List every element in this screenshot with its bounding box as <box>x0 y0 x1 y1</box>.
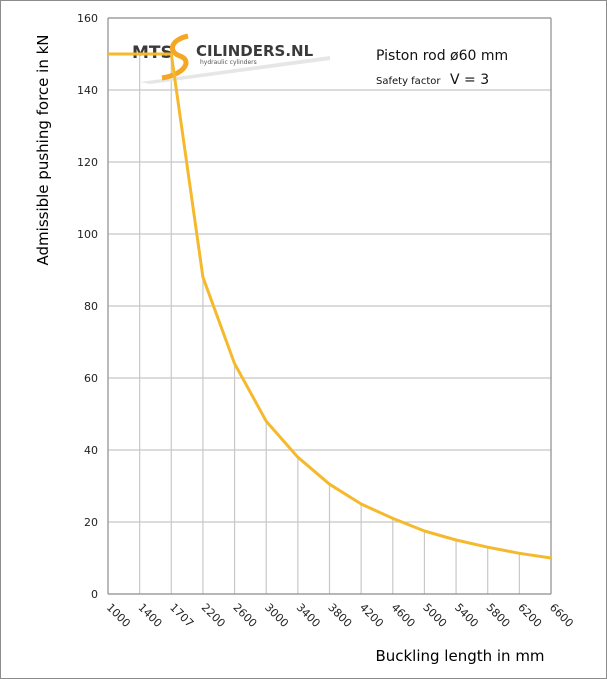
logo-swoosh <box>140 56 330 84</box>
y-tick-label: 140 <box>77 84 98 97</box>
y-tick-label: 20 <box>84 516 98 529</box>
mts-cilinders-logo: MTS CILINDERS.NL hydraulic cylinders <box>132 33 330 84</box>
annotation-safety-factor-value: V = 3 <box>450 72 489 88</box>
x-tick-label: 5800 <box>484 601 513 630</box>
vertical-gridlines <box>139 54 520 594</box>
y-tick-label: 80 <box>84 300 98 313</box>
logo-text-right: CILINDERS.NL <box>196 42 314 60</box>
x-tick-label: 1707 <box>167 601 196 630</box>
y-tick-label: 120 <box>77 156 98 169</box>
x-tick-label: 6200 <box>515 601 544 630</box>
y-tick-label: 60 <box>84 372 98 385</box>
horizontal-gridlines <box>108 89 551 523</box>
x-tick-labels: 1000 1400 1707 2200 2600 3000 3400 3800 4200 4600… <box>104 601 576 630</box>
x-tick-label: 3000 <box>262 601 291 630</box>
x-tick-label: 4200 <box>357 601 386 630</box>
logo-s-mark <box>161 33 189 81</box>
y-tick-label: 0 <box>91 588 98 601</box>
annotation-piston-rod: Piston rod ø60 mm <box>376 48 508 64</box>
y-axis-title: Admissible pushing force in kN <box>34 35 52 266</box>
y-tick-label: 40 <box>84 444 98 457</box>
y-tick-label: 100 <box>77 228 98 241</box>
x-axis-title: Buckling length in mm <box>375 647 544 665</box>
x-tick-label: 5000 <box>420 601 449 630</box>
y-tick-labels: 0 20 40 60 80 100 120 140 160 <box>77 12 98 601</box>
x-tick-label: 2200 <box>199 601 228 630</box>
x-tick-label: 3400 <box>294 601 323 630</box>
y-tick-label: 160 <box>77 12 98 25</box>
x-tick-label: 6600 <box>547 601 576 630</box>
logo-subtitle: hydraulic cylinders <box>200 59 257 66</box>
x-tick-label: 3800 <box>325 601 354 630</box>
x-tick-label: 4600 <box>389 601 418 630</box>
x-tick-label: 5400 <box>452 601 481 630</box>
annotation-safety-factor-label: Safety factor <box>376 76 441 87</box>
x-tick-label: 1000 <box>104 601 133 630</box>
force-curve-line <box>108 52 552 560</box>
x-tick-label: 1400 <box>136 601 165 630</box>
x-tick-label: 2600 <box>230 601 259 630</box>
